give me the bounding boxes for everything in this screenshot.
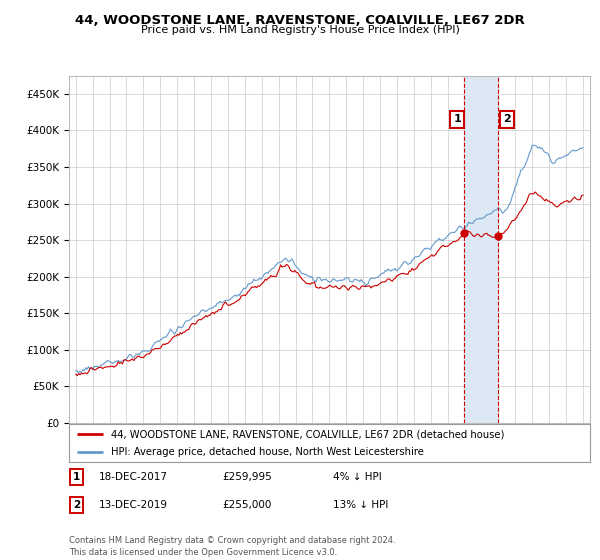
Text: 2: 2 bbox=[73, 500, 80, 510]
Text: 4% ↓ HPI: 4% ↓ HPI bbox=[333, 472, 382, 482]
Text: 44, WOODSTONE LANE, RAVENSTONE, COALVILLE, LE67 2DR (detached house): 44, WOODSTONE LANE, RAVENSTONE, COALVILL… bbox=[110, 429, 504, 439]
Bar bbox=[464, 76, 497, 423]
Text: Price paid vs. HM Land Registry's House Price Index (HPI): Price paid vs. HM Land Registry's House … bbox=[140, 25, 460, 35]
Text: 2: 2 bbox=[503, 114, 511, 124]
Text: Contains HM Land Registry data © Crown copyright and database right 2024.
This d: Contains HM Land Registry data © Crown c… bbox=[69, 536, 395, 557]
Text: 1: 1 bbox=[73, 472, 80, 482]
Text: 18-DEC-2017: 18-DEC-2017 bbox=[99, 472, 168, 482]
Text: 13% ↓ HPI: 13% ↓ HPI bbox=[333, 500, 388, 510]
Text: HPI: Average price, detached house, North West Leicestershire: HPI: Average price, detached house, Nort… bbox=[110, 447, 424, 457]
Text: £255,000: £255,000 bbox=[222, 500, 271, 510]
Text: £259,995: £259,995 bbox=[222, 472, 272, 482]
Text: 1: 1 bbox=[454, 114, 461, 124]
Text: 44, WOODSTONE LANE, RAVENSTONE, COALVILLE, LE67 2DR: 44, WOODSTONE LANE, RAVENSTONE, COALVILL… bbox=[75, 14, 525, 27]
Text: 13-DEC-2019: 13-DEC-2019 bbox=[99, 500, 168, 510]
